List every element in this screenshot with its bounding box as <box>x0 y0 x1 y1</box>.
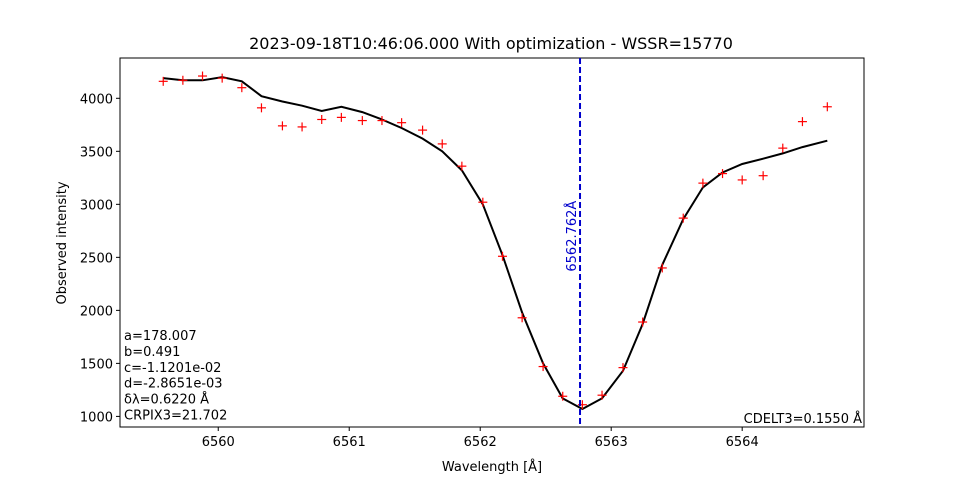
observed-point-marker <box>778 143 788 153</box>
observed-point-marker <box>336 112 346 122</box>
observed-point-marker <box>178 75 188 85</box>
x-tick-label: 6561 <box>333 435 366 450</box>
observed-point-marker <box>497 251 507 261</box>
x-tick-label: 6563 <box>595 435 628 450</box>
observed-point-marker <box>478 197 488 207</box>
observed-point-marker <box>397 118 407 128</box>
observed-point-marker <box>597 390 607 400</box>
observed-point-marker <box>377 116 387 126</box>
observed-point-marker <box>657 263 667 273</box>
chart-title: 2023-09-18T10:46:06.000 With optimizatio… <box>249 34 733 53</box>
fit-parameter-text: d=-2.8651e-03 <box>124 377 223 392</box>
observed-point-marker <box>737 175 747 185</box>
y-tick-label: 3000 <box>80 198 113 213</box>
y-tick-label: 1000 <box>80 410 113 425</box>
observed-point-marker <box>317 115 327 124</box>
observed-point-marker <box>718 169 728 179</box>
fit-parameter-text: CRPIX3=21.702 <box>124 409 227 424</box>
x-axis-label: Wavelength [Å] <box>442 459 542 475</box>
x-tick-label: 6564 <box>726 435 759 450</box>
observed-point-marker <box>618 363 628 373</box>
line-center-label: 6562.762Å <box>564 201 580 272</box>
x-axis-ticks: 6560 6561 6562 6563 6564 <box>202 427 759 450</box>
observed-point-marker <box>678 213 688 223</box>
fit-parameter-text: a=178.007 <box>124 329 197 344</box>
x-tick-label: 6560 <box>202 435 235 450</box>
observed-point-marker <box>517 313 527 323</box>
observed-point-marker <box>822 102 832 112</box>
observed-point-marker <box>797 117 807 127</box>
y-axis-label: Observed intensity <box>55 181 70 304</box>
y-tick-label: 2500 <box>80 251 113 266</box>
observed-point-marker <box>158 76 168 86</box>
x-tick-label: 6562 <box>464 435 497 450</box>
observed-point-marker <box>297 122 307 132</box>
fit-parameter-text: b=0.491 <box>124 345 180 360</box>
data-marks: 6562.762Å <box>158 58 832 427</box>
observed-point-marker <box>638 317 648 327</box>
fit-parameter-text: c=-1.1201e-02 <box>124 361 221 376</box>
observed-point-marker <box>418 125 428 135</box>
observed-point-marker <box>256 103 266 113</box>
observed-point-marker <box>758 171 768 181</box>
observed-point-marker <box>217 73 227 83</box>
fit-curve-line <box>163 76 828 411</box>
cdelt-annotation: CDELT3=0.1550 Å <box>744 411 862 427</box>
fit-parameter-text: δλ=0.6220 Å <box>124 392 209 408</box>
observed-point-marker <box>698 178 708 188</box>
y-tick-label: 3500 <box>80 145 113 160</box>
observed-point-marker <box>558 391 568 401</box>
y-tick-label: 4000 <box>80 92 113 107</box>
observed-point-marker <box>198 71 208 81</box>
observed-point-marker <box>538 362 548 372</box>
observed-point-marker <box>237 83 247 93</box>
observed-point-marker <box>277 121 287 131</box>
y-tick-label: 2000 <box>80 304 113 319</box>
plot-area <box>119 57 865 428</box>
observed-point-marker <box>437 139 447 149</box>
y-tick-label: 1500 <box>80 357 113 372</box>
fit-parameters-annotation: a=178.007b=0.491c=-1.1201e-02d=-2.8651e-… <box>124 329 227 424</box>
observed-point-marker <box>457 161 467 171</box>
observed-point-marker <box>357 116 367 126</box>
y-axis-ticks: 1000 1500 2000 2500 3000 3500 4000 <box>80 92 120 425</box>
